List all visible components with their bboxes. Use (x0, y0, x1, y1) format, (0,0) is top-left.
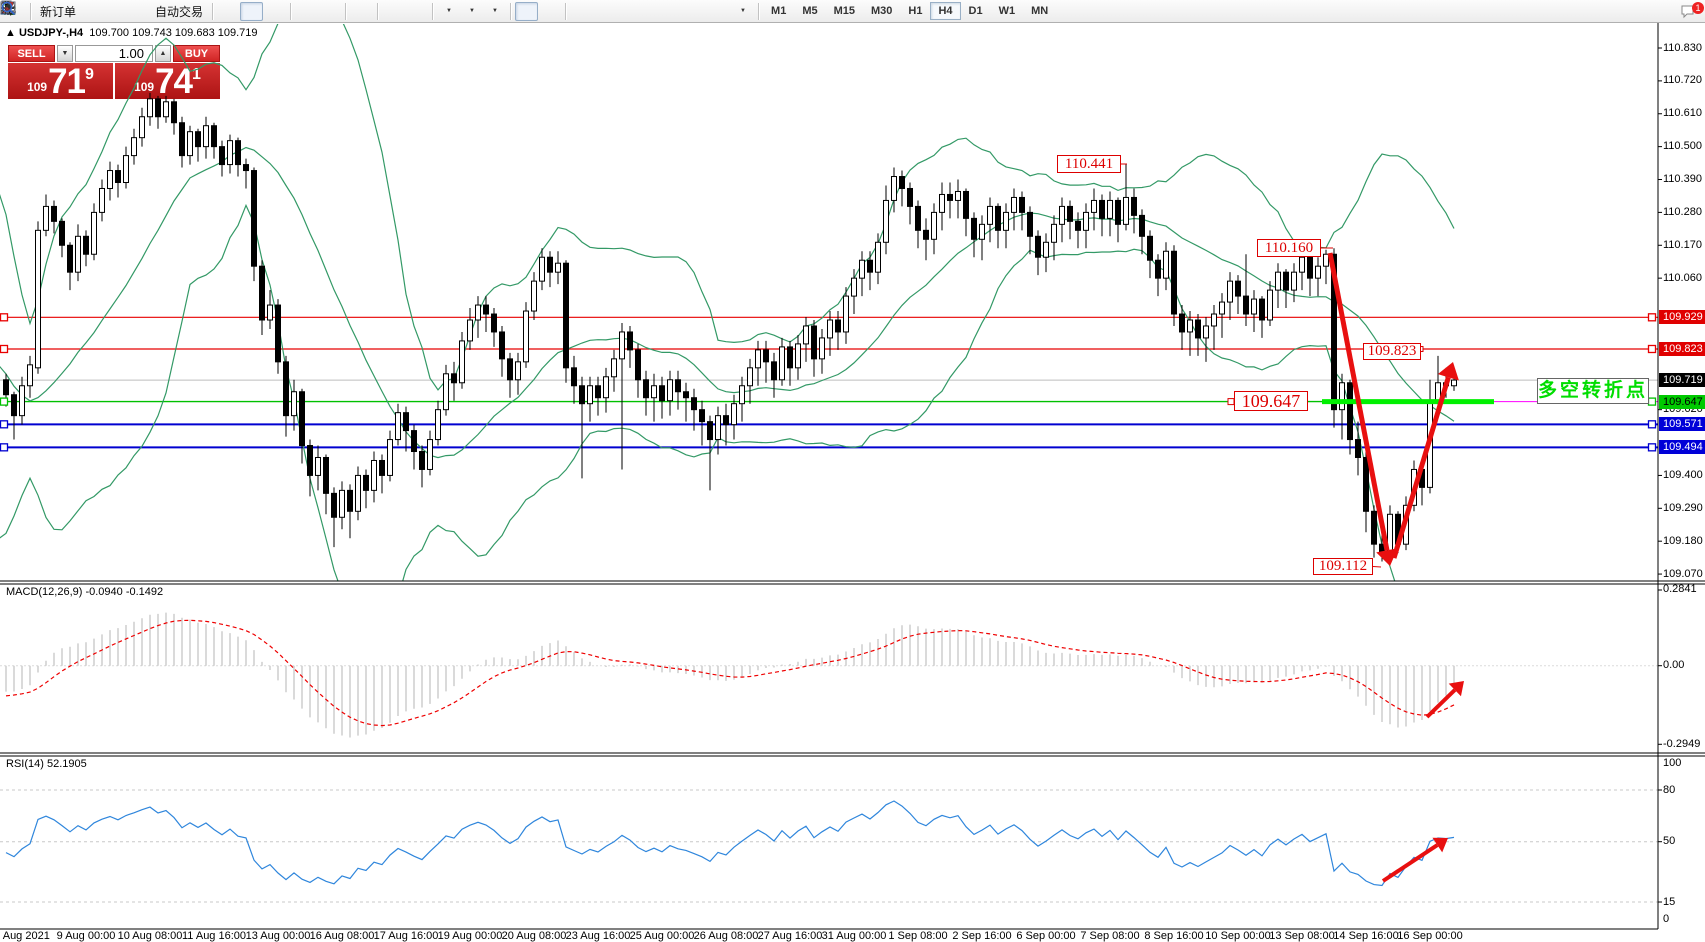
timeframe-M30[interactable]: M30 (871, 5, 893, 17)
price-tick-110.830: 110.830 (1663, 41, 1702, 54)
rsi-label: RSI(14) 52.1905 (6, 758, 87, 770)
volume-input[interactable]: 1.00 (75, 45, 153, 62)
time-label-16: 6 Sep 00:00 (1016, 930, 1076, 942)
timeframe-H1[interactable]: H1 (908, 5, 923, 17)
price-badge-109.571: 109.571 (1659, 417, 1705, 432)
price-tick-109.070: 109.070 (1663, 567, 1703, 580)
time-label-6: 17 Aug 16:00 (373, 930, 439, 942)
price-tick-110.060: 110.060 (1663, 271, 1702, 284)
price-badge-109.823: 109.823 (1659, 341, 1705, 356)
svg-text:F: F (10, 12, 14, 16)
price-tick-110.280: 110.280 (1663, 205, 1702, 218)
toolbar-separator (377, 2, 379, 20)
price-tick-110.500: 110.500 (1663, 140, 1702, 153)
sell-price[interactable]: 109 71 9 (8, 63, 113, 99)
time-label-2: 10 Aug 08:00 (117, 930, 183, 942)
macd-panel (0, 612, 1658, 738)
volume-down-button[interactable]: ▼ (57, 45, 73, 62)
price-tick-110.390: 110.390 (1663, 173, 1702, 186)
buy-price[interactable]: 109 74 1 (115, 63, 220, 99)
sell-button[interactable]: SELL (8, 45, 55, 62)
timeframe-MN[interactable]: MN (1031, 5, 1049, 17)
time-label-12: 27 Aug 16:00 (757, 930, 823, 942)
macd-tick-0.2841: 0.2841 (1663, 583, 1697, 596)
one-click-trading-panel: SELL ▼ 1.00 ▲ BUY 109 71 9 109 74 1 (8, 45, 220, 99)
toolbar-separator (758, 2, 760, 20)
price-tick-110.610: 110.610 (1663, 107, 1702, 120)
time-label-4: 13 Aug 00:00 (245, 930, 311, 942)
time-label-3: 11 Aug 16:00 (181, 930, 247, 942)
time-label-13: 31 Aug 00:00 (821, 930, 887, 942)
search-icon[interactable] (1, 1, 1679, 21)
toolbar-separator (345, 2, 347, 20)
price-tick-110.170: 110.170 (1663, 238, 1702, 251)
time-label-8: 20 Aug 08:00 (501, 930, 567, 942)
time-label-22: 16 Sep 00:00 (1397, 930, 1463, 942)
time-label-0: 5 Aug 2021 (0, 930, 50, 942)
svg-text:A: A (4, 1, 14, 16)
rsi-tick-80: 80 (1663, 783, 1676, 796)
price-label-110.160[interactable]: 110.160 (1257, 239, 1321, 257)
price-tick-109.180: 109.180 (1663, 534, 1703, 547)
turning-point-textbox[interactable]: 多空转折点 (1537, 378, 1649, 404)
time-label-18: 8 Sep 16:00 (1144, 930, 1204, 942)
volume-up-button[interactable]: ▲ (155, 45, 171, 62)
price-tick-110.720: 110.720 (1663, 74, 1702, 87)
time-label-10: 25 Aug 00:00 (629, 930, 695, 942)
macd-tick--0.2949: -0.2949 (1663, 737, 1701, 750)
price-tick-109.290: 109.290 (1663, 501, 1703, 514)
main-panel (0, 24, 1658, 581)
rsi-panel (0, 789, 1658, 903)
collapse-icon[interactable]: ▲ (5, 27, 19, 39)
price-badge-109.647: 109.647 (1659, 394, 1705, 409)
price-badge-109.719: 109.719 (1659, 373, 1705, 388)
toolbar-separator (510, 2, 512, 20)
price-badge-109.929: 109.929 (1659, 310, 1705, 325)
time-label-15: 2 Sep 16:00 (952, 930, 1012, 942)
rsi-tick-15: 15 (1663, 895, 1676, 908)
macd-label: MACD(12,26,9) -0.0940 -0.1492 (6, 586, 164, 598)
price-label-110.441[interactable]: 110.441 (1057, 155, 1121, 173)
toolbar-separator (565, 2, 567, 20)
time-label-20: 13 Sep 08:00 (1269, 930, 1335, 942)
price-badge-109.494: 109.494 (1659, 440, 1705, 455)
timeframe-W1[interactable]: W1 (998, 5, 1016, 17)
chat-badge: 1 (1692, 1, 1704, 14)
toolbar-separator (212, 2, 214, 20)
timeframe-H4[interactable]: H4 (930, 2, 961, 20)
rsi-tick-50: 50 (1663, 835, 1676, 848)
time-label-17: 7 Sep 08:00 (1080, 930, 1140, 942)
timeframe-D1[interactable]: D1 (968, 5, 983, 17)
rsi-tick-0: 0 (1663, 912, 1670, 925)
time-label-14: 1 Sep 08:00 (888, 930, 948, 942)
time-label-21: 14 Sep 16:00 (1333, 930, 1399, 942)
price-label-109.647[interactable]: 109.647 (1234, 391, 1308, 411)
time-label-19: 10 Sep 00:00 (1205, 930, 1271, 942)
chat-icon[interactable]: 1 (1679, 1, 1704, 21)
toolbar-separator (290, 2, 292, 20)
toolbar-separator (30, 2, 31, 20)
macd-tick-0.00: 0.00 (1663, 659, 1685, 672)
price-tick-109.400: 109.400 (1663, 468, 1703, 481)
timeframe-M15[interactable]: M15 (833, 5, 855, 17)
time-label-11: 26 Aug 08:00 (693, 930, 759, 942)
time-label-9: 23 Aug 16:00 (565, 930, 631, 942)
price-label-109.823[interactable]: 109.823 (1363, 343, 1421, 360)
price-label-109.112[interactable]: 109.112 (1313, 558, 1373, 575)
time-label-7: 19 Aug 00:00 (437, 930, 503, 942)
buy-button[interactable]: BUY (173, 45, 220, 62)
toolbar-separator (432, 2, 434, 20)
time-label-5: 16 Aug 08:00 (309, 930, 375, 942)
timeframe-M5[interactable]: M5 (802, 5, 818, 17)
timeframe-M1[interactable]: M1 (771, 5, 787, 17)
rsi-tick-100: 100 (1663, 756, 1682, 769)
quote-line: ▲ USDJPY-,H4 109.700 109.743 109.683 109… (5, 27, 258, 39)
text-icon[interactable]: A (4, 1, 708, 21)
time-label-1: 9 Aug 00:00 (56, 930, 116, 942)
